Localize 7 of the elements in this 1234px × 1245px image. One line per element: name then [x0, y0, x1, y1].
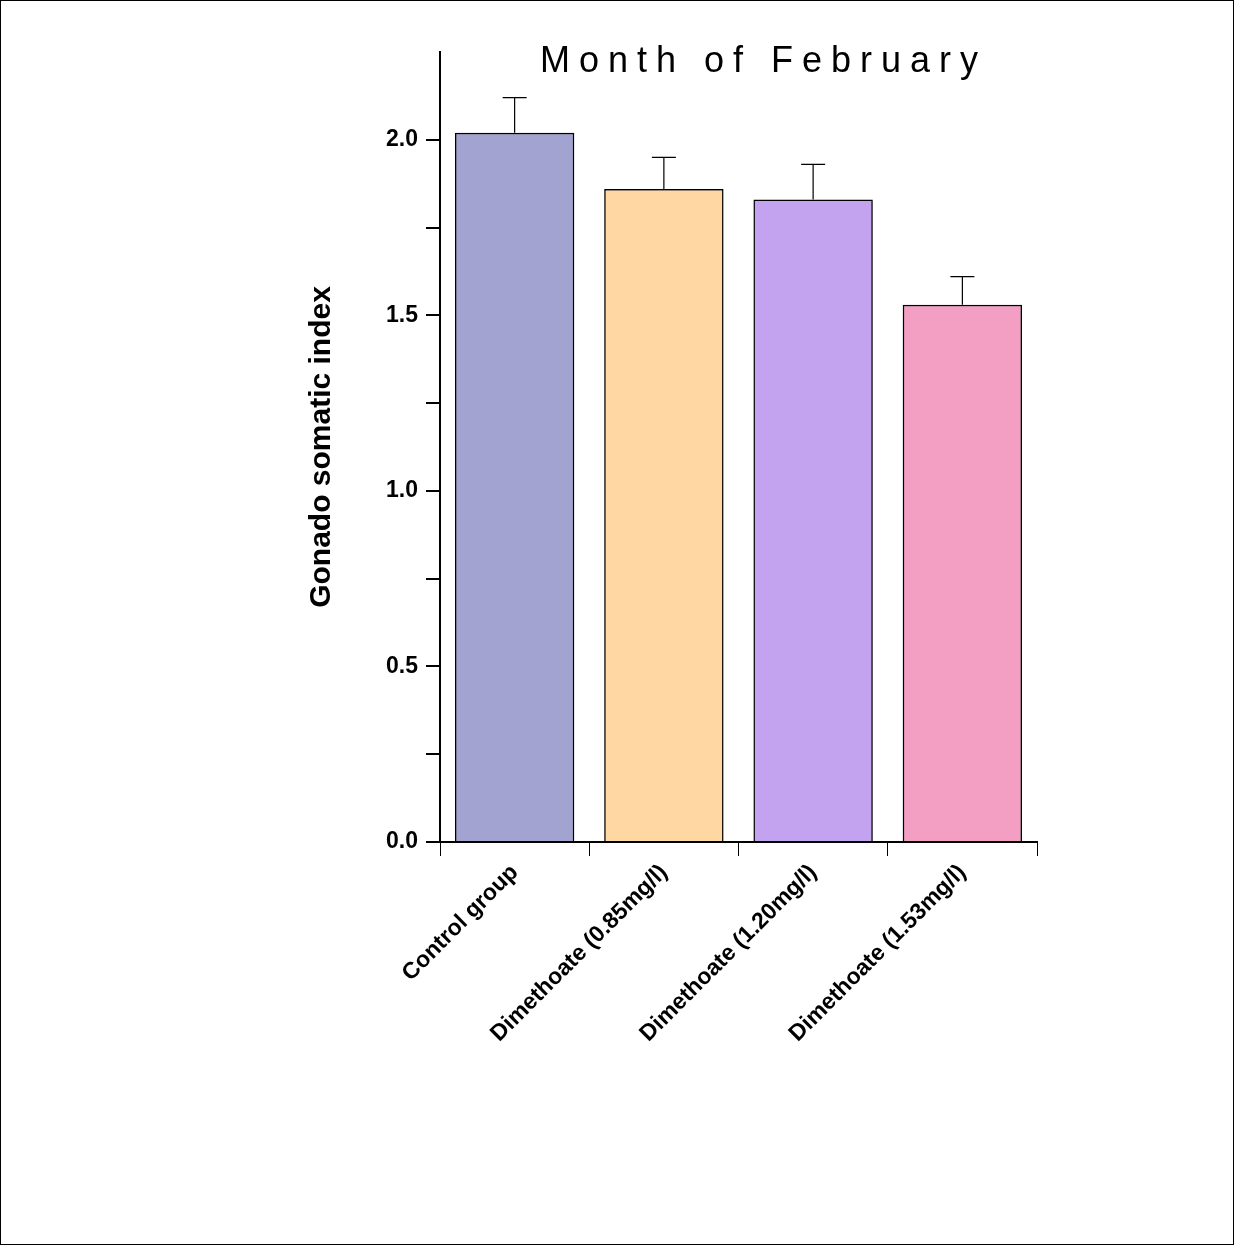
- y-tick-label: 0.5: [386, 651, 419, 678]
- y-tick-label: 2.0: [386, 125, 418, 152]
- chart-title: Month of February: [539, 38, 988, 80]
- y-tick-label: 1.5: [386, 300, 419, 327]
- y-tick-label: 0.0: [386, 827, 418, 854]
- y-tick-label: 1.0: [386, 476, 418, 503]
- y-axis-title: Gonado somatic index: [303, 285, 337, 608]
